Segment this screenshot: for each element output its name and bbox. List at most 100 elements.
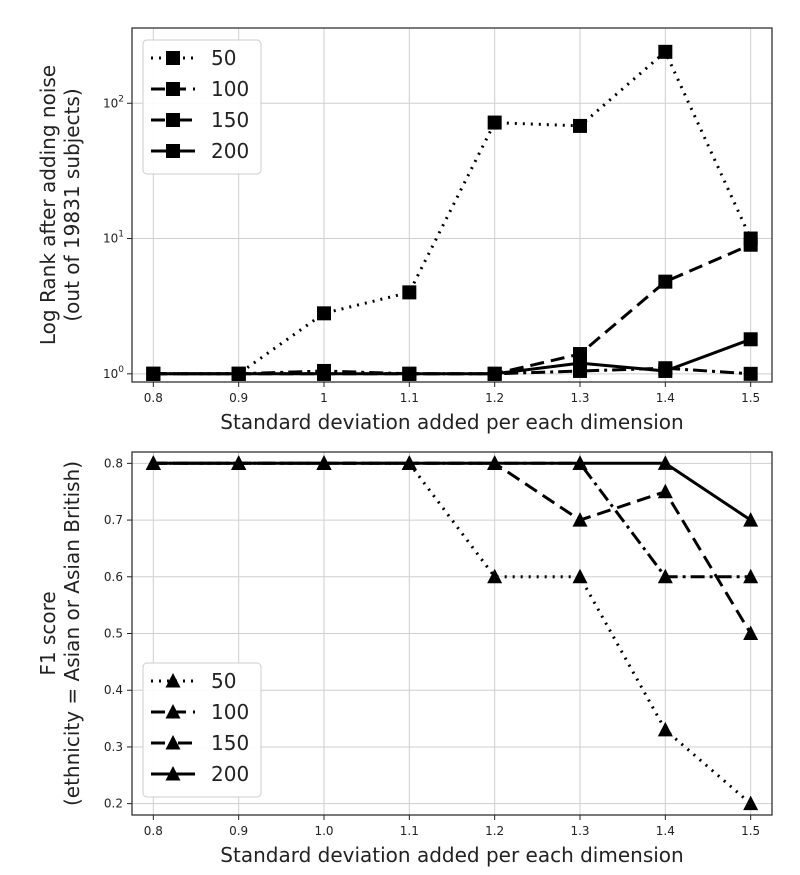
data-point [743, 795, 759, 811]
x-tick-label: 1.4 [656, 391, 675, 405]
data-point [231, 455, 247, 470]
x-tick-label: 1.2 [485, 391, 504, 405]
axes-frame [131, 27, 773, 383]
data-point [487, 455, 503, 470]
legend: 50 100 150 200 [142, 662, 262, 798]
x-tick-label: 0.9 [229, 824, 248, 838]
y-tick-label: 0.6 [104, 570, 123, 584]
x-tick-label: 1.5 [741, 391, 760, 405]
legend-label: 100 [211, 700, 249, 724]
y-tick-label: 100 [103, 365, 124, 381]
y-tick-label: 0.3 [104, 740, 123, 754]
y-tick-label: 0.8 [104, 456, 123, 470]
series-100 [145, 455, 759, 640]
legend-label: 50 [211, 669, 236, 693]
chart-1: 0.8 0.9 1 1.1 1.2 1.3 1.4 1.5100101102Standard … [36, 27, 773, 434]
data-point [572, 512, 588, 527]
x-tick-label: 1.1 [400, 391, 419, 405]
y-tick-exponent: 2 [118, 94, 124, 104]
data-point [316, 455, 332, 470]
legend-box [142, 662, 262, 798]
legend-marker [165, 673, 181, 688]
data-point [657, 483, 673, 499]
x-tick-label: 1.2 [485, 824, 504, 838]
data-point [657, 455, 673, 470]
x-tick-label: 1.0 [314, 824, 333, 838]
x-tick-label: 1.3 [570, 391, 589, 405]
data-point [743, 332, 758, 347]
legend: 50 100 150 200 [142, 39, 262, 175]
legend-marker [166, 82, 180, 96]
series-100 [146, 237, 758, 381]
y-tick-base: 10 [103, 232, 118, 246]
data-point [401, 455, 417, 470]
x-tick-label: 0.8 [144, 391, 163, 405]
data-point [573, 118, 587, 133]
y-tick-label: 0.7 [104, 513, 123, 527]
legend-marker [165, 735, 181, 750]
y-tick-base: 10 [103, 96, 118, 110]
data-point [743, 237, 758, 252]
data-point [743, 366, 758, 381]
legend-marker [166, 51, 180, 65]
data-point [572, 568, 588, 584]
series-line [153, 337, 752, 376]
data-point [573, 356, 587, 371]
legend-marker [166, 144, 180, 158]
data-point [487, 115, 502, 130]
data-point [317, 306, 331, 321]
x-tick-label: 1.1 [400, 824, 419, 838]
legend-marker [166, 113, 180, 127]
y-tick-exponent: 1 [118, 230, 124, 240]
y-axis-label: F1 score [36, 591, 60, 675]
data-point [657, 568, 673, 584]
series-200 [145, 455, 759, 527]
legend-label: 50 [211, 46, 236, 70]
legend-item: 50 [151, 46, 236, 70]
y-axis-label: (ethnicity = Asian or Asian British) [60, 461, 84, 806]
data-point [146, 366, 161, 381]
legend-item: 50 [151, 669, 236, 693]
y-tick-label: 101 [103, 230, 124, 246]
y-tick-label: 0.2 [104, 797, 123, 811]
legend-item: 200 [151, 139, 249, 163]
x-tick-label: 1.5 [741, 824, 760, 838]
x-tick-label: 1.3 [570, 824, 589, 838]
legend-label: 100 [211, 77, 249, 101]
y-tick-label: 0.4 [104, 683, 123, 697]
data-point [743, 512, 759, 527]
series-200 [146, 332, 758, 381]
data-point [572, 455, 588, 470]
x-axis-label: Standard deviation added per each dimens… [220, 410, 683, 434]
y-axis-label: Log Rank after adding noise [36, 65, 60, 345]
data-point [658, 44, 673, 59]
data-point [487, 568, 503, 584]
legend-label: 150 [211, 731, 249, 755]
legend-marker [165, 704, 181, 719]
x-tick-label: 1.4 [656, 824, 675, 838]
data-point [743, 625, 759, 640]
legend-item: 200 [151, 762, 249, 786]
data-point [743, 568, 759, 584]
y-tick-exponent: 0 [118, 365, 124, 375]
x-axis-label: Standard deviation added per each dimens… [220, 843, 683, 867]
y-tick-label: 102 [103, 94, 124, 110]
legend-item: 100 [151, 700, 249, 724]
data-point [145, 455, 161, 470]
y-tick-base: 10 [103, 367, 118, 381]
legend-label: 200 [211, 139, 249, 163]
data-point [231, 366, 246, 381]
series-line [153, 243, 752, 376]
legend-item: 150 [151, 108, 249, 132]
x-tick-label: 0.9 [229, 391, 248, 405]
legend-label: 200 [211, 762, 249, 786]
legend-marker [165, 766, 181, 781]
series-line [153, 461, 752, 635]
x-tick-label: 0.8 [144, 824, 163, 838]
legend-item: 100 [151, 77, 249, 101]
series-line [153, 461, 752, 522]
data-point [657, 721, 673, 737]
chart-2: 0.8 0.9 1.0 1.1 1.2 1.3 1.4 1.5 0.2 0.3 0.4 0.5 0.6 0… [36, 451, 773, 867]
legend-label: 150 [211, 108, 249, 132]
